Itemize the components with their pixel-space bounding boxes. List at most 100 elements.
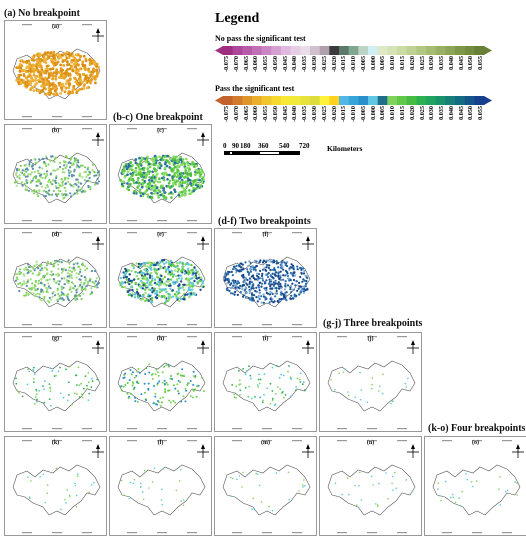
pixel-mark: [445, 480, 447, 483]
pixel-mark: [93, 171, 96, 174]
pixel-mark: [232, 279, 235, 282]
pixel-mark: [178, 480, 181, 482]
pixel-mark: [258, 373, 260, 376]
graticule-tick: [187, 324, 197, 326]
pixel-mark: [51, 295, 54, 298]
pixel-mark: [240, 270, 243, 273]
pixel-mark: [63, 186, 66, 189]
north-arrow-icon: [92, 132, 104, 146]
pixel-mark: [63, 52, 66, 56]
pixel-mark: [234, 286, 237, 289]
region-outline: [222, 360, 311, 412]
pixel-mark: [153, 268, 156, 271]
pixel-mark: [138, 294, 142, 297]
pixel-mark: [235, 264, 238, 267]
pixel-mark: [437, 482, 440, 484]
pixel-mark: [18, 70, 22, 73]
pixel-mark: [275, 472, 278, 474]
pixel-mark: [64, 182, 67, 186]
pixel-mark: [231, 274, 234, 277]
pixel-mark: [250, 281, 253, 284]
pixel-mark: [284, 291, 287, 294]
pixel-mark: [152, 402, 155, 405]
pixel-mark: [194, 272, 197, 275]
pixel-mark: [197, 276, 201, 279]
pixel-mark: [253, 294, 256, 297]
pixel-mark: [48, 189, 51, 192]
map-panel: (k): [4, 436, 107, 536]
pixel-mark: [124, 384, 127, 386]
legend-tick-label: -0.010: [350, 106, 358, 122]
pixel-mark: [155, 289, 159, 293]
pixel-mark: [58, 184, 61, 187]
pixel-mark: [74, 262, 77, 265]
no-pass-swatch: [223, 46, 233, 55]
pixel-mark: [182, 187, 186, 191]
pixel-mark: [40, 84, 43, 88]
pixel-mark: [83, 276, 86, 279]
scale-segment: [280, 151, 300, 155]
pixel-mark: [143, 288, 147, 291]
pixel-mark: [284, 274, 287, 277]
pixel-mark: [49, 390, 52, 392]
pixel-mark: [169, 287, 172, 290]
pixel-mark: [167, 292, 170, 296]
pixel-mark: [226, 282, 229, 285]
pixel-mark: [135, 262, 138, 265]
pixel-mark: [230, 476, 232, 479]
pixel-mark: [170, 265, 173, 268]
map-canvas: [117, 440, 209, 534]
pixel-mark: [451, 493, 454, 496]
pixel-mark: [179, 287, 182, 290]
pixel-mark: [28, 270, 31, 273]
pixel-mark: [247, 264, 250, 267]
pixel-mark: [385, 472, 387, 474]
pixel-mark: [169, 259, 173, 262]
scale-bar: Kilometers 0 90 180 360 540 720: [223, 142, 384, 164]
pixel-mark: [153, 287, 157, 290]
pixel-mark: [45, 64, 49, 68]
pixel-mark: [233, 281, 236, 284]
pixel-mark: [274, 274, 277, 277]
pixel-mark: [47, 89, 51, 92]
pass-swatch: [464, 96, 475, 105]
pixel-mark: [16, 389, 19, 392]
pixel-mark: [275, 260, 278, 263]
pixel-mark: [64, 176, 67, 179]
graticule-tick: [157, 428, 167, 430]
pixel-mark: [234, 279, 237, 283]
pixel-mark: [271, 272, 274, 275]
pixel-mark: [346, 477, 349, 480]
pixel-mark: [279, 388, 282, 390]
pixel-mark: [241, 285, 244, 288]
panel-label: (j): [367, 336, 374, 342]
pixel-mark: [138, 162, 142, 166]
pixel-mark: [38, 180, 41, 183]
pixel-mark: [64, 161, 67, 164]
pass-swatch: [406, 96, 417, 105]
pixel-mark: [38, 190, 41, 193]
pixel-mark: [146, 265, 149, 268]
pass-swatch: [271, 96, 282, 105]
pixel-mark: [176, 179, 179, 183]
pixel-mark: [31, 282, 34, 285]
pixel-mark: [43, 297, 46, 300]
pixel-mark: [30, 66, 33, 69]
graticule-tick: [337, 532, 347, 534]
pixel-mark: [86, 282, 90, 285]
pixel-mark: [295, 280, 298, 283]
pixel-mark: [245, 287, 248, 290]
pixel-mark: [141, 287, 145, 290]
pass-swatch: [232, 96, 243, 105]
pixel-mark: [49, 386, 51, 389]
pixel-mark: [25, 282, 28, 285]
pixel-mark: [186, 163, 190, 167]
pixel-mark: [70, 274, 73, 277]
pixel-mark: [52, 278, 55, 281]
pixel-mark: [62, 396, 65, 399]
map-canvas: [327, 336, 419, 430]
graticule-tick: [367, 428, 377, 430]
pixel-mark: [67, 259, 70, 262]
pixel-mark: [90, 287, 93, 290]
pixel-mark: [151, 291, 154, 294]
